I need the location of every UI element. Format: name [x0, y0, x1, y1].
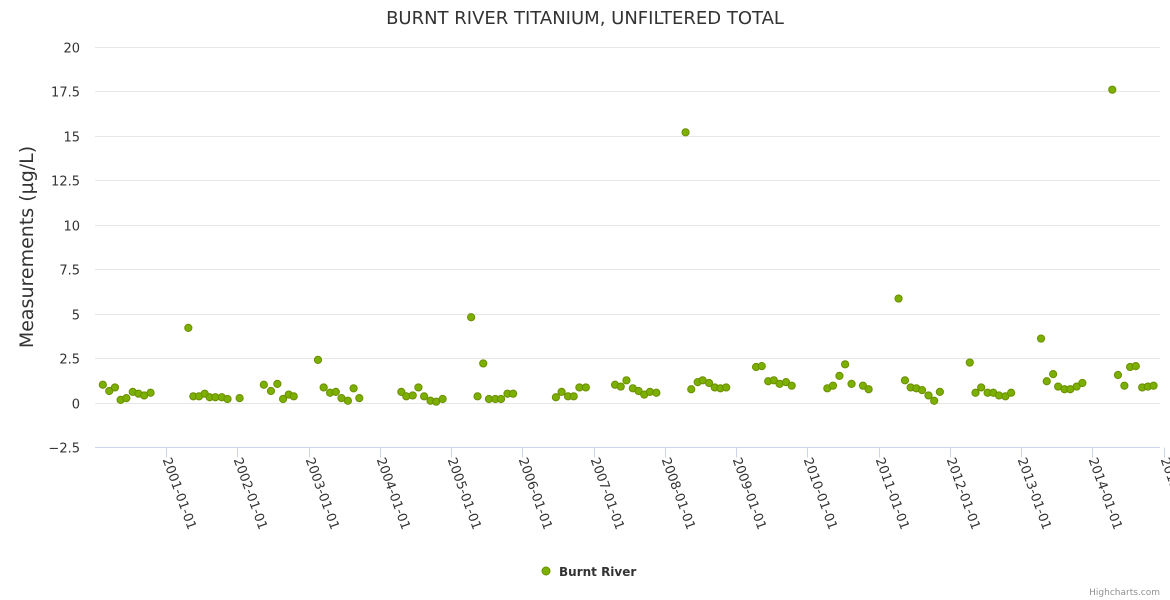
data-point[interactable] [569, 392, 578, 401]
data-point[interactable] [343, 396, 352, 405]
data-point[interactable] [858, 381, 868, 390]
data-point[interactable] [835, 371, 844, 380]
data-point[interactable] [1113, 370, 1123, 380]
chart-title: BURNT RIVER TITANIUM, UNFILTERED TOTAL [386, 8, 784, 29]
legend-marker [541, 566, 551, 576]
data-point[interactable] [900, 376, 910, 385]
data-point[interactable] [965, 358, 974, 367]
data-point[interactable] [917, 386, 927, 395]
data-point[interactable] [787, 381, 796, 390]
data-point[interactable] [105, 386, 114, 396]
data-point[interactable] [1078, 378, 1087, 388]
legend[interactable]: Burnt River [541, 565, 636, 579]
data-point[interactable] [223, 394, 232, 404]
data-point[interactable] [110, 383, 120, 392]
data-point[interactable] [704, 378, 714, 388]
y-tick-label: 17.5 [51, 86, 80, 101]
data-point[interactable] [1007, 388, 1016, 397]
y-tick-label: −2.5 [48, 442, 80, 457]
data-point[interactable] [473, 392, 482, 401]
data-point[interactable] [1072, 382, 1081, 391]
data-point[interactable] [977, 383, 986, 392]
data-point[interactable] [971, 388, 980, 397]
data-point[interactable] [509, 389, 518, 398]
data-point[interactable] [479, 359, 488, 368]
data-point[interactable] [722, 383, 731, 392]
data-point[interactable] [581, 383, 590, 392]
y-tick-label: 5 [72, 309, 80, 324]
y-tick-label: 10 [63, 220, 80, 235]
data-point[interactable] [438, 394, 447, 404]
legend-item-burnt-river[interactable]: Burnt River [559, 565, 636, 579]
data-point[interactable] [397, 387, 406, 396]
data-point[interactable] [496, 394, 506, 404]
data-point[interactable] [622, 376, 631, 385]
data-point[interactable] [259, 380, 268, 389]
data-point[interactable] [1120, 381, 1129, 390]
data-point[interactable] [894, 294, 903, 303]
data-point[interactable] [1149, 381, 1158, 390]
data-point[interactable] [935, 387, 944, 396]
data-point[interactable] [557, 387, 566, 396]
data-point[interactable] [1042, 377, 1051, 386]
data-point[interactable] [273, 379, 282, 388]
data-point[interactable] [408, 391, 417, 400]
data-point[interactable] [864, 385, 873, 394]
data-point[interactable] [930, 396, 939, 405]
data-point[interactable] [1001, 392, 1010, 401]
data-point[interactable] [1131, 362, 1140, 371]
data-point[interactable] [781, 378, 791, 387]
data-point[interactable] [146, 388, 155, 397]
data-point[interactable] [847, 379, 856, 388]
data-point[interactable] [289, 392, 298, 401]
data-point[interactable] [1036, 334, 1046, 343]
data-point[interactable] [313, 355, 323, 364]
y-tick-label: 12.5 [51, 175, 80, 190]
data-point[interactable] [420, 392, 429, 401]
y-tick-label: 0 [72, 398, 80, 413]
data-point[interactable] [467, 313, 476, 322]
y-gridlines [95, 47, 1160, 448]
data-point[interactable] [122, 394, 131, 403]
series-burnt-river[interactable] [98, 85, 1158, 406]
data-point[interactable] [828, 381, 838, 390]
data-point[interactable] [757, 362, 766, 371]
y-tick-label: 7.5 [59, 264, 80, 279]
data-point[interactable] [634, 386, 643, 396]
data-point[interactable] [924, 391, 933, 400]
data-point[interactable] [769, 376, 778, 385]
y-tick-label: 20 [63, 42, 80, 57]
data-point[interactable] [355, 394, 364, 403]
data-point[interactable] [349, 384, 358, 393]
data-point[interactable] [652, 388, 661, 397]
data-point[interactable] [235, 394, 244, 403]
data-point[interactable] [266, 386, 276, 396]
data-point[interactable] [184, 323, 193, 332]
data-point[interactable] [1108, 85, 1117, 94]
data-point[interactable] [616, 382, 625, 391]
data-point[interactable] [98, 380, 107, 389]
data-point[interactable] [331, 387, 340, 396]
data-point[interactable] [551, 393, 561, 402]
data-point[interactable] [841, 360, 850, 369]
data-point[interactable] [681, 128, 690, 137]
y-axis-title: Measurements (µg/L) [16, 146, 38, 348]
y-tick-label: 15 [63, 131, 80, 146]
data-point[interactable] [278, 394, 288, 404]
data-point[interactable] [687, 385, 696, 394]
y-tick-label: 2.5 [59, 353, 80, 368]
credits-link[interactable]: Highcharts.com [1089, 588, 1160, 598]
data-point[interactable] [1049, 370, 1058, 379]
data-point[interactable] [414, 383, 423, 392]
data-point[interactable] [319, 383, 328, 392]
y-axis-ticks: −2.5 0 2.5 5 7.5 10 12.5 15 17.5 20 [48, 42, 80, 457]
